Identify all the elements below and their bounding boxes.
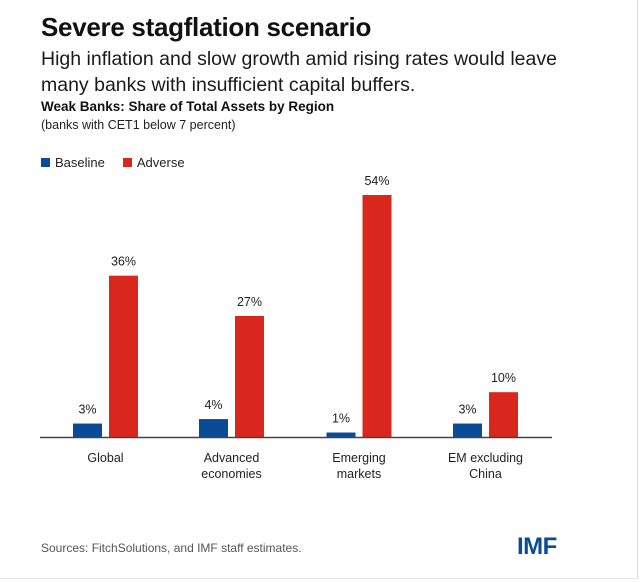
imf-logo: IMF: [517, 533, 557, 560]
source-note: Sources: FitchSolutions, and IMF staff e…: [41, 541, 302, 555]
legend-item-adverse: Adverse: [122, 155, 185, 170]
legend-swatch-baseline: [41, 158, 50, 167]
bar-adverse: [109, 275, 138, 437]
data-label-adverse: 10%: [491, 371, 516, 385]
bar-baseline: [73, 423, 102, 437]
category-label: markets: [337, 467, 381, 481]
category-label: economies: [201, 467, 261, 481]
legend-swatch-adverse: [122, 158, 132, 167]
bar-adverse: [489, 392, 518, 437]
category-label: China: [469, 467, 502, 481]
bar-baseline: [199, 419, 228, 437]
bar-adverse: [235, 316, 264, 437]
data-label-adverse: 54%: [364, 174, 389, 188]
data-label-adverse: 36%: [111, 255, 136, 269]
category-label: Advanced: [204, 451, 260, 465]
legend: Baseline Adverse: [41, 155, 203, 170]
data-label-baseline: 3%: [458, 403, 476, 417]
legend-label-adverse: Adverse: [136, 155, 185, 170]
chart-title: Weak Banks: Share of Total Assets by Reg…: [41, 99, 335, 114]
category-label: Emerging: [332, 451, 386, 465]
data-label-baseline: 3%: [78, 403, 96, 417]
data-label-baseline: 4%: [204, 398, 222, 412]
data-label-baseline: 1%: [332, 412, 350, 426]
bar-baseline: [453, 423, 482, 437]
chart-subtitle: (banks with CET1 below 7 percent): [41, 118, 236, 132]
legend-item-baseline: Baseline: [41, 155, 105, 170]
page-title: Severe stagflation scenario: [41, 12, 372, 42]
bar-baseline: [326, 432, 356, 437]
data-label-adverse: 27%: [237, 295, 262, 309]
category-label: Global: [87, 451, 123, 465]
legend-label-baseline: Baseline: [55, 155, 105, 170]
bar-adverse: [362, 195, 392, 437]
category-label: EM excluding: [448, 451, 523, 465]
page-subtitle: High inflation and slow growth amid risi…: [41, 48, 557, 96]
